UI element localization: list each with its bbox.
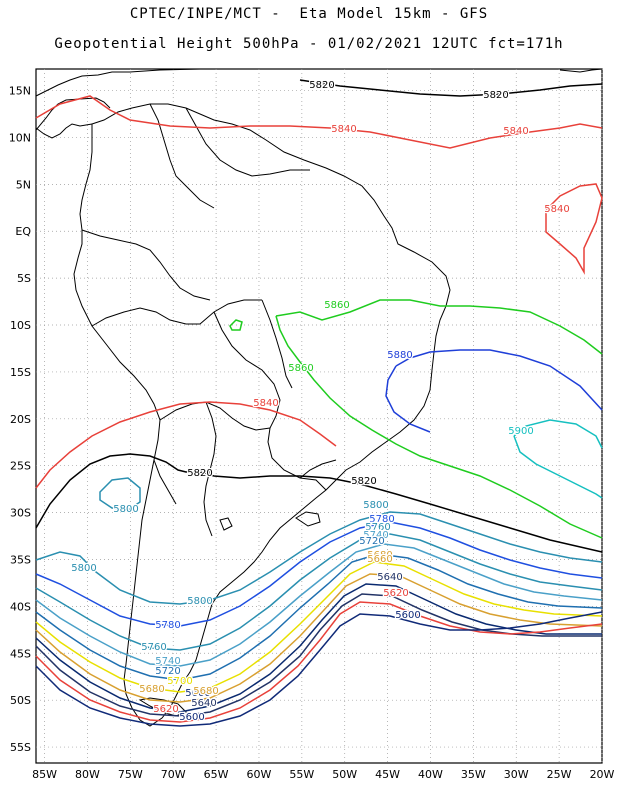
lon-tick-label: 30W [504, 768, 529, 781]
lat-tick-label: 30S [10, 507, 31, 520]
contour-label: 5900 [508, 426, 533, 437]
map-title-line2: Geopotential Height 500hPa - 01/02/2021 … [54, 36, 564, 52]
contour-label: 5680 [367, 550, 392, 561]
lon-tick-label: 25W [547, 768, 572, 781]
contour-line [35, 561, 603, 693]
lat-tick-label: 5S [17, 272, 31, 285]
contour-label: 5600 [179, 712, 204, 723]
contour-label: 5760 [365, 522, 390, 533]
lon-tick-label: 80W [75, 768, 100, 781]
contour-line [35, 533, 603, 651]
contour-label: 5840 [331, 124, 356, 135]
contour-label: 5760 [141, 642, 166, 653]
contour-line [35, 543, 603, 667]
contour-label: 5640 [191, 698, 216, 709]
contour-label: 5660 [367, 554, 392, 565]
lon-tick-label: 35W [461, 768, 486, 781]
contour-label: 5860 [324, 300, 349, 311]
lat-tick-label: 15N [9, 85, 31, 98]
contour-labels: 5820 5820 5840 5840 5840 5860 5860 5880 5840 5900… [70, 79, 571, 725]
contour-label: 5680 [139, 684, 164, 695]
contour-label: 5700 [167, 676, 192, 687]
contour-lines [35, 79, 603, 727]
contour-label: 5840 [503, 126, 528, 137]
contour-label: 5840 [253, 398, 278, 409]
lat-tick-label: 35S [10, 553, 31, 566]
contour-line [513, 419, 603, 449]
latitude-axis: 15N 10N 5N EQ 5S 10S 15S 20S 25S 30S 35S 40S 45S 50S 5… [9, 85, 32, 754]
lat-tick-label: 5N [16, 178, 31, 191]
contour-label: 5680 [193, 686, 218, 697]
lon-tick-label: 60W [247, 768, 272, 781]
contour-label: 5880 [387, 350, 412, 361]
contour-line [35, 511, 603, 605]
lon-tick-label: 75W [118, 768, 143, 781]
map-frame [35, 68, 603, 764]
lat-tick-label: EQ [15, 225, 31, 238]
contour-label: 5620 [153, 704, 178, 715]
contour-label: 5800 [71, 563, 96, 574]
contour-line [35, 573, 603, 703]
lon-tick-label: 70W [161, 768, 186, 781]
lon-tick-label: 65W [204, 768, 229, 781]
lon-tick-label: 85W [32, 768, 57, 781]
contour-label: 5660 [185, 688, 210, 699]
contour-label: 5720 [155, 666, 180, 677]
contour-line [275, 299, 603, 355]
contour-line [513, 435, 603, 499]
lat-tick-label: 45S [10, 647, 31, 660]
contour-label: 5840 [544, 204, 569, 215]
contour-line [395, 349, 603, 411]
contour-label: 5820 [187, 468, 212, 479]
contour-line [545, 183, 603, 275]
lat-tick-label: 20S [10, 413, 31, 426]
contour-label: 5780 [155, 620, 180, 631]
lat-tick-label: 15S [10, 366, 31, 379]
map-title-line1: CPTEC/INPE/MCT - Eta Model 15km - GFS [129, 6, 489, 22]
contour-line [35, 95, 603, 149]
contour-line [385, 365, 431, 433]
lon-tick-label: 40W [418, 768, 443, 781]
contour-label: 5740 [155, 656, 180, 667]
contour-line [35, 601, 603, 723]
lat-tick-label: 10N [9, 131, 31, 144]
contour-label: 5820 [351, 476, 376, 487]
lon-tick-label: 20W [590, 768, 615, 781]
contour-line [35, 611, 603, 727]
contour-label: 5600 [395, 610, 420, 621]
longitude-axis: 85W 80W 75W 70W 65W 60W 55W 50W 45W 40W 35W 30W 25W 2… [32, 768, 614, 781]
contour-label: 5800 [187, 596, 212, 607]
contour-line [35, 401, 337, 489]
contour-label: 5800 [113, 504, 138, 515]
contour-label: 5820 [309, 80, 334, 91]
lon-tick-label: 55W [289, 768, 314, 781]
lon-tick-label: 50W [332, 768, 357, 781]
contour-line [35, 453, 603, 553]
contour-line [99, 477, 141, 511]
contour-label: 5640 [377, 572, 402, 583]
contour-line [35, 553, 603, 681]
lat-tick-label: 25S [10, 460, 31, 473]
contour-line [35, 593, 602, 717]
contour-line [35, 521, 603, 627]
contour-line [229, 319, 243, 331]
lat-tick-label: 40S [10, 600, 31, 613]
lat-tick-label: 10S [10, 319, 31, 332]
contour-line [299, 79, 603, 97]
contour-label: 5740 [363, 530, 388, 541]
lat-tick-label: 55S [10, 741, 31, 754]
contour-label: 5800 [363, 500, 388, 511]
contour-line [275, 315, 603, 539]
lat-tick-label: 50S [10, 694, 31, 707]
contour-label: 5820 [483, 90, 508, 101]
contour-label: 5860 [288, 363, 313, 374]
contour-label: 5720 [359, 536, 384, 547]
lon-tick-label: 45W [375, 768, 400, 781]
contour-line [35, 583, 602, 713]
contour-label: 5620 [383, 588, 408, 599]
contour-label: 5780 [369, 514, 394, 525]
